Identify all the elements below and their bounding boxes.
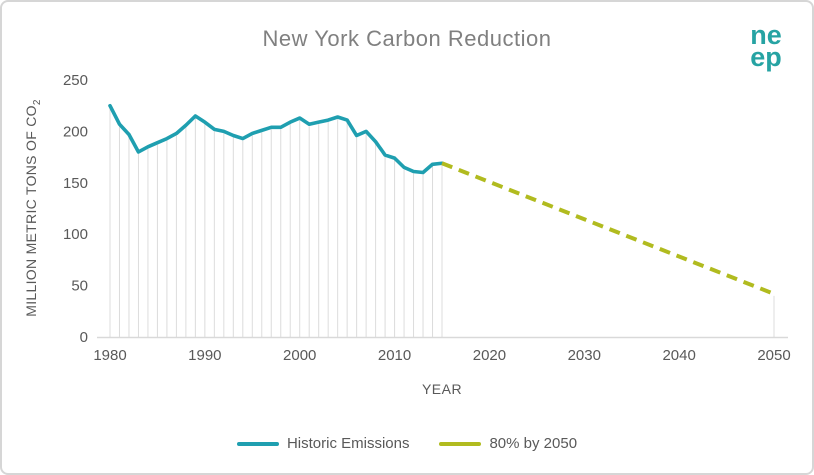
x-tick-label: 1980	[93, 347, 126, 364]
legend-label: 80% by 2050	[489, 435, 578, 452]
legend-label: Historic Emissions	[286, 435, 410, 452]
y-tick-label: 250	[63, 72, 88, 89]
x-tick-label: 2010	[378, 347, 411, 364]
y-tick-label: 100	[63, 226, 88, 243]
legend-swatch	[439, 441, 482, 446]
y-tick-label: 50	[71, 278, 88, 295]
chart-title: New York Carbon Reduction	[262, 26, 552, 51]
neep-logo-line1: ne	[750, 20, 782, 50]
x-tick-label: 2050	[757, 347, 790, 364]
y-tick-label: 0	[80, 329, 88, 346]
x-tick-label: 2000	[283, 347, 316, 364]
y-tick-label: 200	[63, 123, 88, 140]
projection-line	[441, 161, 775, 296]
neep-logo-line2: ep	[750, 42, 782, 73]
x-tick-label: 2020	[473, 347, 506, 364]
x-axis-title: YEAR	[421, 381, 463, 397]
legend-item-historic-emissions: Historic Emissions	[236, 435, 410, 452]
x-tick-label: 2030	[568, 347, 601, 364]
legend-item-80-by-2050: 80% by 2050	[439, 435, 577, 452]
neep-logo: ne ep	[736, 20, 796, 73]
historic-emissions-line	[108, 103, 444, 175]
legend-swatch	[236, 441, 279, 446]
x-tick-label: 1990	[188, 347, 221, 364]
y-tick-label: 150	[63, 175, 88, 192]
legend: Historic Emissions 80% by 2050	[2, 435, 812, 452]
x-tick-label: 2040	[662, 347, 695, 364]
